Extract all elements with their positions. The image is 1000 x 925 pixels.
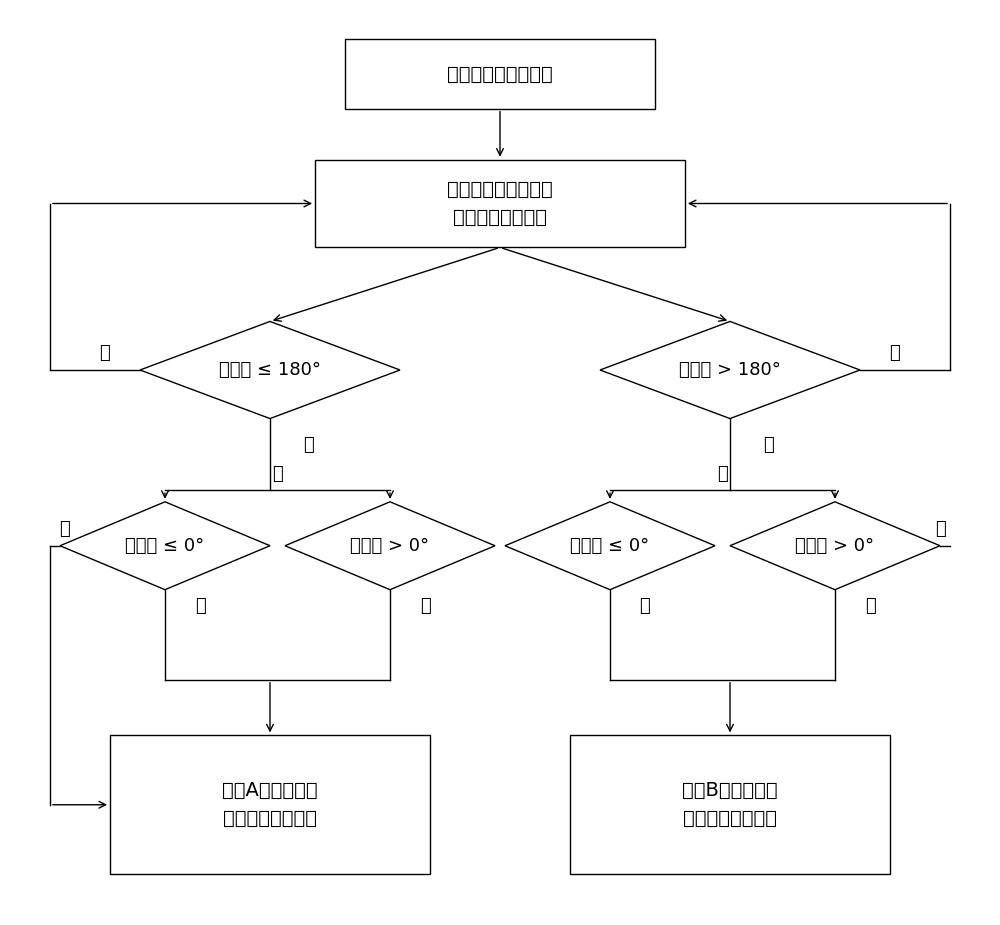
Text: 方案A：滞后调节
心轴先减速后加速: 方案A：滞后调节 心轴先减速后加速 xyxy=(222,782,318,828)
Polygon shape xyxy=(285,501,495,590)
Text: 否: 否 xyxy=(935,520,945,538)
Text: 真实值 ≤ 0°: 真实值 ≤ 0° xyxy=(125,536,205,555)
Text: 否: 否 xyxy=(100,344,110,363)
Polygon shape xyxy=(730,501,940,590)
Bar xyxy=(570,735,890,874)
Text: 否: 否 xyxy=(717,464,728,483)
Text: 否: 否 xyxy=(60,520,70,538)
Text: 初始与目标工具面角: 初始与目标工具面角 xyxy=(447,65,553,83)
Text: 方案B：超前调节
心轴先加速后减速: 方案B：超前调节 心轴先加速后减速 xyxy=(682,782,778,828)
Bar xyxy=(345,39,655,108)
Text: 真实值 > 0°: 真实值 > 0° xyxy=(350,536,430,555)
Text: 是: 是 xyxy=(640,598,650,615)
Text: 是: 是 xyxy=(420,598,430,615)
Text: 是: 是 xyxy=(303,437,313,454)
Bar xyxy=(315,159,685,247)
Text: 绝对值 ≤ 180°: 绝对值 ≤ 180° xyxy=(219,361,321,379)
Bar xyxy=(110,735,430,874)
Text: 绝对值 > 180°: 绝对值 > 180° xyxy=(679,361,781,379)
Text: 是: 是 xyxy=(763,437,773,454)
Text: 是: 是 xyxy=(195,598,205,615)
Polygon shape xyxy=(140,322,400,418)
Text: 否: 否 xyxy=(272,464,283,483)
Text: 计算目标工具面角与
初始工具面角差值: 计算目标工具面角与 初始工具面角差值 xyxy=(447,180,553,227)
Text: 是: 是 xyxy=(865,598,875,615)
Polygon shape xyxy=(505,501,715,590)
Polygon shape xyxy=(600,322,860,418)
Text: 真实值 > 0°: 真实值 > 0° xyxy=(795,536,875,555)
Text: 真实值 ≤ 0°: 真实值 ≤ 0° xyxy=(570,536,650,555)
Text: 否: 否 xyxy=(890,344,900,363)
Polygon shape xyxy=(60,501,270,590)
